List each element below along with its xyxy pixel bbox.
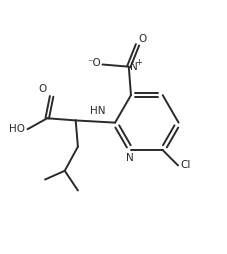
- Text: HN: HN: [89, 106, 105, 116]
- Text: O: O: [138, 34, 146, 44]
- Text: HO: HO: [9, 124, 25, 134]
- Text: Cl: Cl: [179, 161, 190, 170]
- Text: O: O: [38, 84, 46, 94]
- Text: N: N: [129, 62, 137, 72]
- Text: ⁻O: ⁻O: [87, 58, 101, 68]
- Text: N: N: [126, 153, 133, 163]
- Text: +: +: [134, 58, 141, 67]
